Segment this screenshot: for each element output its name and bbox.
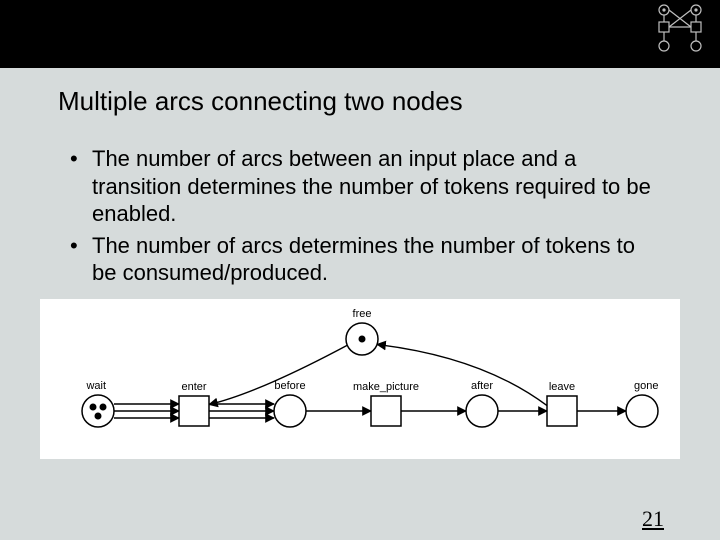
bullet-item: The number of arcs determines the number… — [70, 232, 660, 287]
svg-text:wait: wait — [85, 380, 106, 392]
svg-text:enter: enter — [181, 381, 206, 393]
bullet-list: The number of arcs between an input plac… — [0, 117, 720, 287]
svg-text:leave: leave — [549, 381, 575, 393]
corner-petri-icon — [650, 2, 710, 58]
svg-text:after: after — [471, 380, 493, 392]
bullet-item: The number of arcs between an input plac… — [70, 145, 660, 228]
svg-text:free: free — [353, 308, 372, 320]
svg-text:make_picture: make_picture — [353, 381, 419, 393]
header-band — [0, 0, 720, 68]
svg-text:before: before — [274, 380, 305, 392]
slide-title: Multiple arcs connecting two nodes — [0, 68, 720, 117]
petri-net-diagram: wait before free after gone enter make_picture… — [40, 299, 680, 459]
svg-text:gone: gone — [634, 380, 658, 392]
page-number: 21 — [642, 506, 664, 532]
